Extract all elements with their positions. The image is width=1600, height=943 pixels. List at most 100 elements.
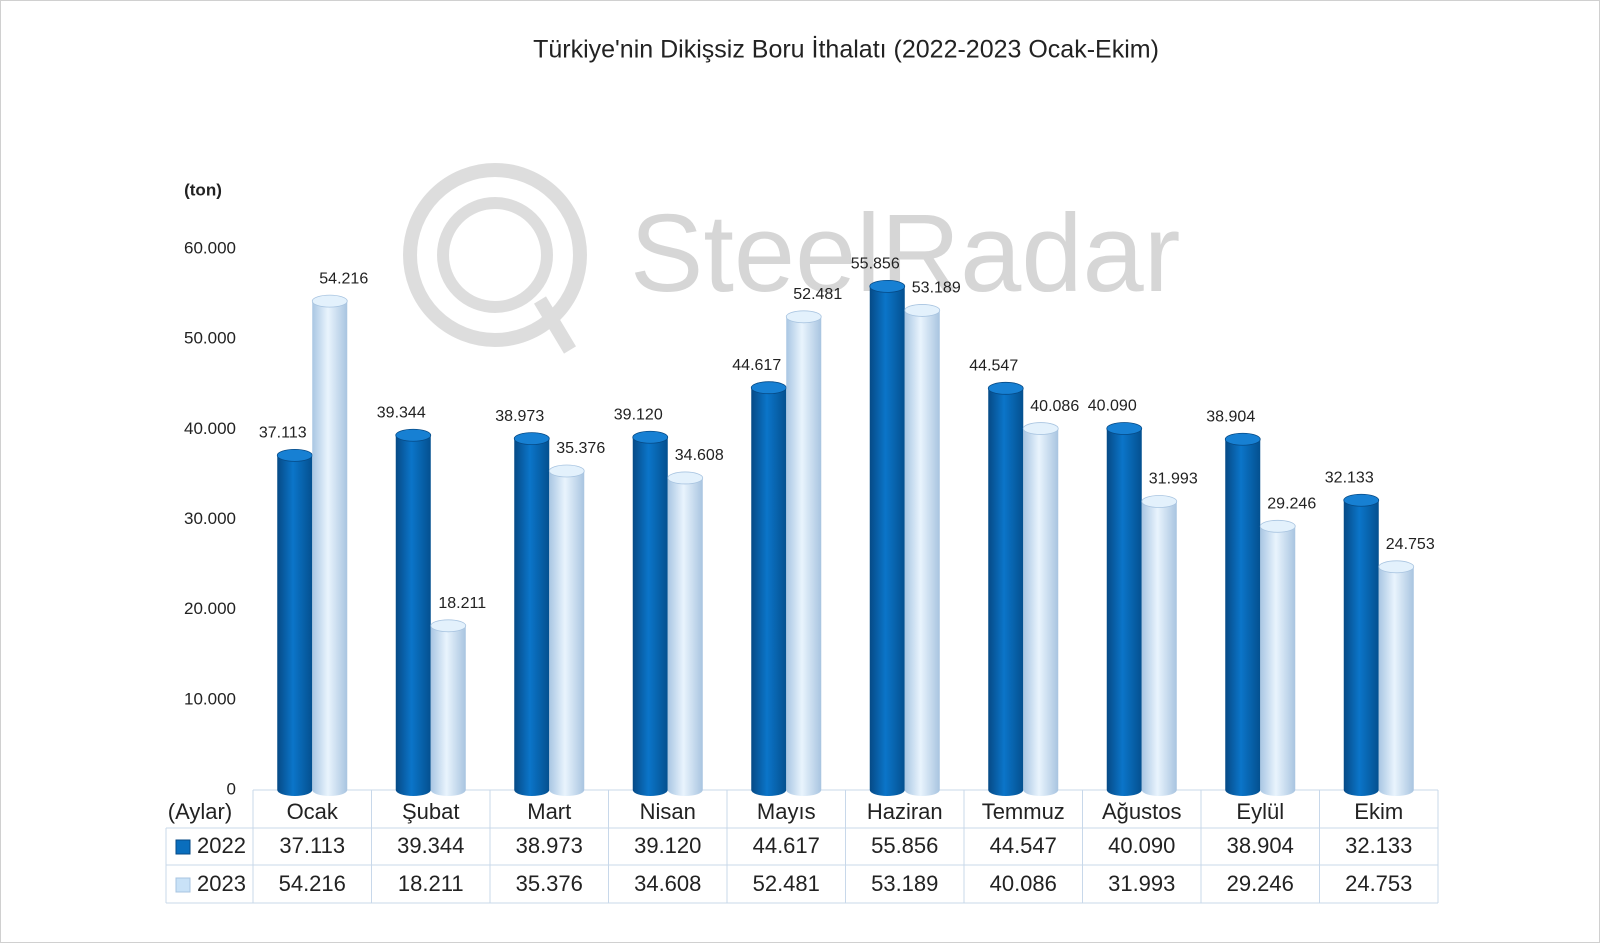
legend-swatch (175, 839, 191, 855)
table-cell: 55.856 (871, 833, 938, 858)
value-label: 54.216 (319, 270, 368, 287)
watermark: SteelRadar (630, 192, 1180, 315)
x-tick-label: Şubat (402, 799, 460, 824)
table-cell: 29.246 (1227, 871, 1294, 896)
bar (312, 295, 348, 796)
bar (1343, 494, 1379, 796)
bar (395, 429, 431, 796)
bar (277, 449, 313, 796)
y-tick-label: 0 (227, 779, 236, 798)
bar (514, 432, 550, 796)
value-label: 53.189 (912, 280, 961, 297)
bar-cap (311, 294, 348, 308)
bar-cap (785, 310, 822, 324)
x-tick-label: Temmuz (982, 799, 1065, 824)
x-tick-label: Ocak (287, 799, 339, 824)
bar-cap (1141, 495, 1178, 508)
value-label: 29.246 (1267, 496, 1316, 513)
bar (1141, 495, 1177, 796)
y-tick-label: 40.000 (184, 419, 236, 438)
bar (1260, 520, 1296, 796)
bar-cap (395, 428, 432, 442)
bar-cap (548, 464, 585, 478)
table-cell: 53.189 (871, 871, 938, 896)
watermark-logo (403, 163, 587, 354)
value-label: 38.973 (495, 408, 544, 425)
table-cell: 24.753 (1345, 871, 1412, 896)
table-cell: 38.904 (1227, 833, 1294, 858)
y-tick-label: 30.000 (184, 509, 236, 528)
bar (667, 471, 703, 796)
x-tick-label: Ağustos (1102, 799, 1182, 824)
bar-cap (1259, 519, 1296, 533)
bar (904, 304, 940, 796)
value-label: 34.608 (675, 447, 724, 464)
x-tick-label: Mart (527, 799, 571, 824)
bar (988, 382, 1024, 796)
bar (1378, 560, 1414, 796)
legend-label: 2023 (197, 871, 246, 896)
table-cell: 39.344 (397, 833, 464, 858)
x-tick-label: Eylül (1236, 799, 1284, 824)
bar (430, 619, 466, 796)
table-cell: 35.376 (516, 871, 583, 896)
value-label: 24.753 (1386, 536, 1435, 553)
bar-cap (869, 279, 906, 293)
table-cell: 18.211 (398, 871, 464, 896)
bar-cap (750, 381, 787, 395)
y-tick-label: 60.000 (184, 238, 236, 257)
bar (1023, 422, 1059, 796)
y-axis-label: (ton) (184, 180, 222, 199)
bar-cap (1224, 432, 1261, 446)
bar-cap (667, 471, 704, 485)
value-label: 44.547 (969, 358, 1018, 375)
value-label: 31.993 (1149, 471, 1198, 488)
table-cell: 32.133 (1345, 833, 1412, 858)
table-cell: 52.481 (753, 871, 820, 896)
value-label: 37.113 (259, 425, 307, 442)
value-label: 40.090 (1088, 398, 1137, 415)
bar (786, 310, 822, 796)
bar-cap (1343, 493, 1380, 507)
y-tick-label: 10.000 (184, 689, 236, 708)
bar-cap (430, 619, 467, 633)
bar (549, 465, 585, 796)
table-cell: 39.120 (634, 833, 701, 858)
value-label: 52.481 (793, 286, 842, 303)
bar-cap (1106, 422, 1143, 435)
value-label: 44.617 (732, 357, 781, 374)
value-label: 40.086 (1030, 398, 1079, 415)
bar (1225, 433, 1261, 796)
value-label: 18.211 (438, 595, 486, 612)
value-label: 35.376 (556, 440, 605, 457)
bar (869, 280, 905, 796)
bar (632, 431, 668, 796)
table-cell: 44.617 (753, 833, 820, 858)
value-label: 55.856 (851, 256, 900, 273)
table-cell: 37.113 (279, 833, 345, 858)
value-label: 38.904 (1206, 408, 1255, 425)
table-cell: 31.993 (1108, 871, 1175, 896)
x-axis-label: (Aylar) (168, 799, 232, 824)
table-cell: 54.216 (279, 871, 346, 896)
x-tick-label: Nisan (640, 799, 696, 824)
bar-cap (632, 430, 669, 444)
bar (1106, 422, 1142, 796)
table-cell: 44.547 (990, 833, 1057, 858)
bar-cap (276, 448, 313, 462)
table-cell: 40.090 (1108, 833, 1175, 858)
table-cell: 34.608 (634, 871, 701, 896)
y-tick-label: 20.000 (184, 599, 236, 618)
bar (751, 381, 787, 796)
bar-cap (1378, 560, 1415, 574)
value-label: 32.133 (1325, 469, 1374, 486)
table-cell: 40.086 (990, 871, 1057, 896)
bar-cap (1022, 422, 1059, 435)
y-tick-label: 50.000 (184, 329, 236, 348)
chart-title: Türkiye'nin Dikişsiz Boru İthalatı (2022… (533, 35, 1159, 64)
table-cell: 38.973 (516, 833, 583, 858)
value-label: 39.344 (377, 404, 426, 421)
x-tick-label: Mayıs (757, 799, 816, 824)
bar-cap (513, 432, 550, 445)
